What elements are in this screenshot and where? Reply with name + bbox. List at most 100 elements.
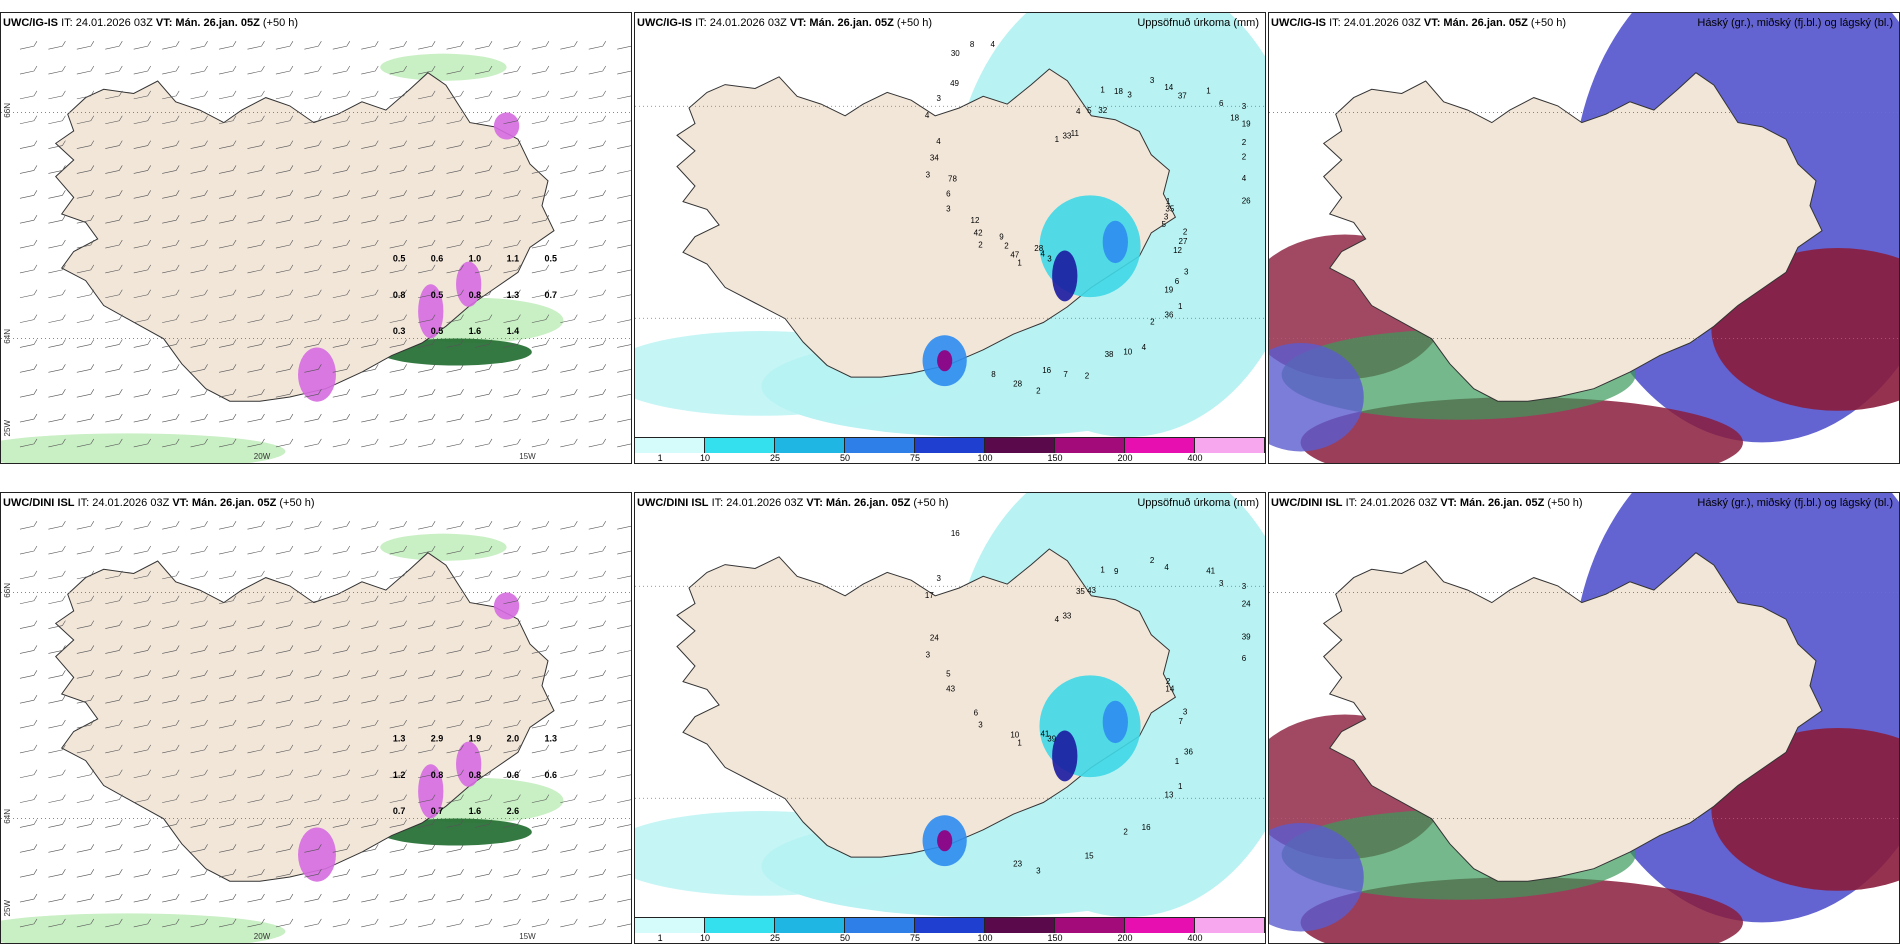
wind-barb (133, 65, 151, 75)
wind-barb (304, 165, 322, 174)
wind-value-label: 2.9 (431, 734, 444, 744)
wind-barb (133, 844, 151, 853)
wind-barb (389, 364, 407, 373)
wind-barb (218, 413, 237, 423)
wind-barb (531, 239, 550, 249)
wind-barb (48, 364, 66, 373)
wind-barb (418, 339, 436, 348)
wind-barb (133, 438, 151, 448)
wind-barb (560, 289, 578, 299)
wind-field-strong (380, 338, 532, 366)
wind-value-label: 1.3 (393, 734, 406, 744)
wind-barb (446, 794, 464, 803)
precip-value-label: 33 (1062, 132, 1071, 141)
wind-barb (503, 165, 521, 174)
wind-barb (474, 438, 493, 448)
wind-barb (247, 364, 265, 373)
wind-barb (162, 364, 180, 373)
wind-barb (190, 239, 208, 249)
wind-barb (304, 90, 322, 100)
valid-time: Mán. 26.jan. 05Z (191, 497, 277, 509)
colorbar-tick: 50 (839, 933, 851, 943)
wind-barb (105, 389, 123, 398)
wind-barb (247, 314, 265, 323)
wind-barb (588, 918, 607, 928)
wind-barb (304, 869, 322, 878)
wind-barb (76, 869, 95, 878)
wind-barb (105, 115, 123, 125)
wind-barb (446, 215, 464, 224)
colorbar-segment (915, 918, 985, 933)
wind-barb (76, 744, 95, 754)
wind-barb (76, 670, 95, 679)
wind-barb (332, 595, 351, 605)
wind-barb (190, 844, 208, 853)
wind-barb (162, 620, 180, 629)
colorbar-tick: 100 (977, 933, 993, 943)
wind-barb (560, 115, 578, 125)
wind-barb (474, 869, 493, 878)
wind-barb (503, 620, 521, 629)
precip-value-label: 49 (950, 79, 959, 88)
wind-barb (474, 90, 493, 100)
valid-time-label: VT: (806, 497, 823, 509)
wind-barb (76, 264, 95, 274)
wind-barb (418, 364, 436, 373)
precip-value-label: 18 (1114, 87, 1123, 96)
wind-value-label: 0.8 (431, 770, 444, 780)
wind-barb (162, 90, 180, 100)
wind-barb (48, 65, 66, 75)
wind-barb (105, 695, 123, 704)
wind-barb (531, 670, 550, 679)
wind-barb (247, 620, 265, 629)
iceland-landmass (1322, 72, 1823, 402)
wind-barb (588, 670, 607, 679)
wind-barb (76, 115, 95, 125)
precip-value-label: 24 (1242, 599, 1251, 608)
wind-barb (531, 570, 550, 580)
wind-barb (332, 364, 351, 373)
wind-barb (418, 570, 436, 580)
wind-barb (446, 744, 464, 754)
precip-value-label: 4 (925, 111, 930, 120)
wind-barb (361, 595, 379, 605)
colorbar-segment (775, 918, 845, 933)
precip-value-label: 2 (1166, 677, 1171, 686)
precip-colorbar: 1 10 25 50 75 100 150 200 400 (635, 437, 1265, 463)
wind-barb (503, 744, 521, 754)
wind-barb (19, 264, 38, 274)
wind-barb (361, 570, 379, 580)
wind-barb (133, 314, 151, 323)
wind-barb (76, 314, 95, 323)
wind-barb (19, 918, 38, 928)
wind-barb (503, 65, 521, 75)
wind-barb (133, 794, 151, 803)
wind-barb (588, 41, 607, 50)
precip-value-label: 13 (1165, 791, 1174, 800)
wind-barb (617, 269, 631, 274)
wind-barb (361, 769, 379, 779)
precip-value-label: 6 (946, 189, 951, 198)
wind-barb (531, 695, 550, 704)
colorbar-segment (705, 438, 775, 453)
wind-barb (560, 794, 578, 803)
wind-barb (503, 438, 521, 448)
wind-barb (76, 364, 95, 373)
wind-barb (162, 819, 180, 828)
wind-barb (446, 438, 464, 448)
wind-barb (162, 595, 180, 605)
wind-barb (190, 41, 208, 50)
wind-barb (275, 918, 294, 928)
wind-barb (617, 699, 631, 704)
wind-barb (275, 695, 294, 704)
wind-barb (19, 115, 38, 125)
wind-barb (247, 844, 265, 853)
axis-label: 25W (3, 419, 12, 437)
wind-barb (446, 695, 464, 704)
wind-barb (275, 819, 294, 828)
wind-barb (105, 215, 123, 224)
precip-value-label: 39 (1242, 632, 1251, 641)
wind-barb (531, 90, 550, 100)
wind-barb (190, 90, 208, 100)
wind-barb (190, 314, 208, 323)
